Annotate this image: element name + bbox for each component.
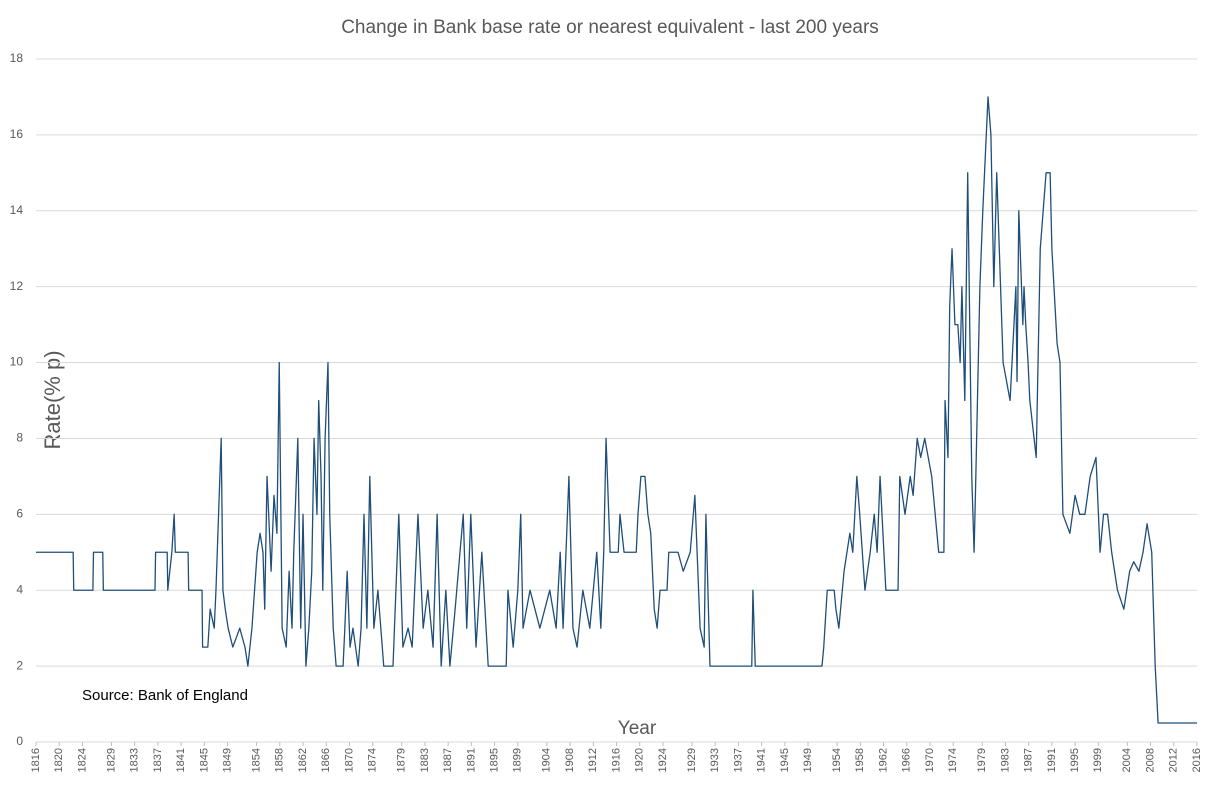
x-tick-label: 1866 — [320, 748, 332, 772]
x-tick-label: 1937 — [732, 748, 744, 772]
x-axis-title: Year — [618, 718, 657, 739]
x-tick-label: 1829 — [105, 748, 117, 772]
x-tick-label: 1862 — [297, 748, 309, 772]
y-tick-label: 6 — [16, 507, 23, 521]
x-tick-label: 1816 — [30, 748, 42, 772]
x-tick-label: 2012 — [1168, 748, 1180, 772]
annotation: Source: Bank of England — [82, 687, 248, 704]
y-tick-label: 2 — [16, 658, 23, 672]
x-tick-label: 1870 — [343, 748, 355, 772]
x-tick-label: 1837 — [152, 748, 164, 772]
x-tick-label: 1904 — [541, 748, 553, 772]
y-tick-label: 8 — [16, 431, 23, 445]
x-tick-label: 1970 — [924, 748, 936, 772]
x-tick-label: 1912 — [587, 748, 599, 772]
x-tick-label: 1962 — [877, 748, 889, 772]
y-tick-label: 12 — [10, 279, 24, 293]
x-tick-label: 1991 — [1046, 748, 1058, 772]
x-tick-label: 1820 — [53, 748, 65, 772]
x-tick-label: 1958 — [854, 748, 866, 772]
y-axis-title: Rate(% p) — [40, 350, 65, 449]
y-tick-label: 14 — [10, 203, 24, 217]
y-tick-label: 4 — [16, 582, 23, 596]
x-tick-label: 1995 — [1069, 748, 1081, 772]
x-tick-label: 1941 — [756, 748, 768, 772]
x-tick-label: 1949 — [802, 748, 814, 772]
x-tick-label: 1924 — [657, 748, 669, 772]
x-tick-label: 1883 — [419, 748, 431, 772]
x-tick-label: 2008 — [1144, 748, 1156, 772]
x-tick-label: 1954 — [831, 748, 843, 772]
x-tick-label: 1899 — [512, 748, 524, 772]
x-tick-label: 1983 — [999, 748, 1011, 772]
x-tick-label: 1895 — [489, 748, 501, 772]
x-tick-label: 1845 — [198, 748, 210, 772]
y-tick-label: 10 — [10, 355, 24, 369]
x-tick-label: 1929 — [686, 748, 698, 772]
x-tick-label: 1933 — [709, 748, 721, 772]
x-tick-label: 1979 — [976, 748, 988, 772]
x-tick-label: 1824 — [76, 748, 88, 772]
chart-title: Change in Bank base rate or nearest equi… — [341, 17, 879, 38]
x-tick-label: 1945 — [779, 748, 791, 772]
x-tick-label: 1858 — [274, 748, 286, 772]
x-tick-label: 1841 — [175, 748, 187, 772]
x-tick-label: 1879 — [396, 748, 408, 772]
x-tick-label: 1974 — [947, 748, 959, 772]
x-tick-label: 2004 — [1121, 748, 1133, 772]
x-tick-label: 1854 — [250, 748, 262, 772]
x-tick-label: 1874 — [367, 748, 379, 772]
x-tick-label: 1887 — [442, 748, 454, 772]
x-tick-label: 1916 — [610, 748, 622, 772]
x-tick-label: 2016 — [1191, 748, 1203, 772]
x-tick-label: 1966 — [901, 748, 913, 772]
x-tick-label: 1920 — [634, 748, 646, 772]
rate-line — [36, 96, 1197, 724]
x-tick-label: 1891 — [465, 748, 477, 772]
x-tick-label: 1987 — [1023, 748, 1035, 772]
x-tick-label: 1833 — [129, 748, 141, 772]
y-tick-label: 18 — [10, 51, 24, 65]
x-tick-label: 1849 — [221, 748, 233, 772]
y-tick-label: 0 — [16, 734, 23, 748]
x-tick-label: 1908 — [564, 748, 576, 772]
y-tick-label: 16 — [10, 127, 24, 141]
x-tick-label: 1999 — [1092, 748, 1104, 772]
